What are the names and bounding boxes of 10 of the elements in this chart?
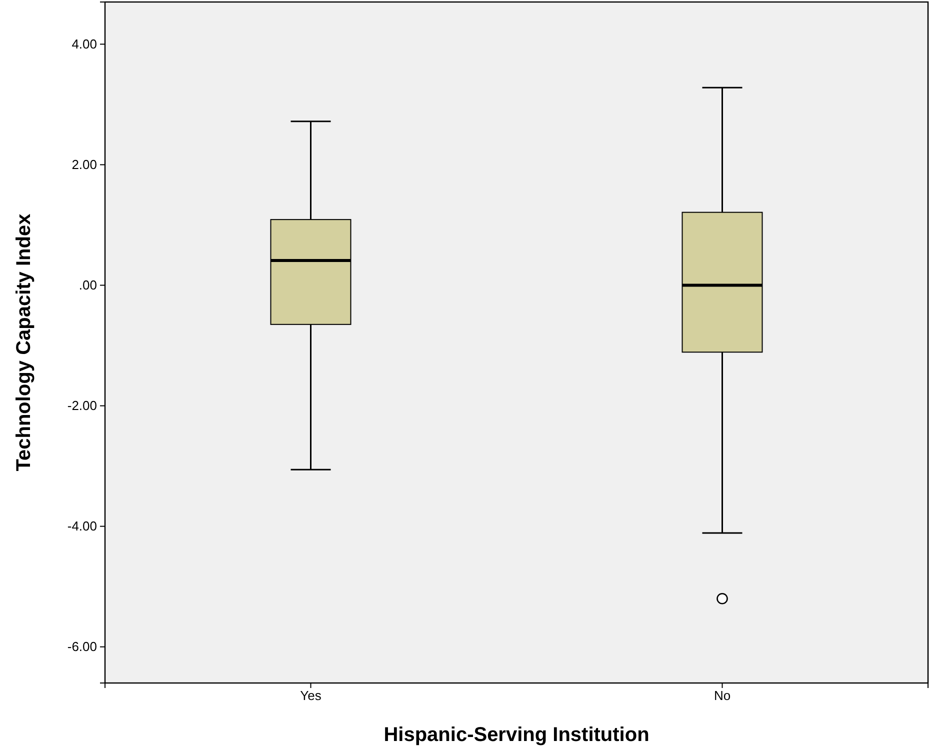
x-tick-label: Yes <box>300 688 322 704</box>
y-tick-label: 4.00 <box>72 36 97 52</box>
x-tick-label: No <box>714 688 731 704</box>
y-tick-label: -6.00 <box>67 639 97 654</box>
y-tick-label: -4.00 <box>67 518 97 534</box>
y-tick-label: 2.00 <box>72 156 97 172</box>
y-tick-label: -2.00 <box>67 398 97 413</box>
y-axis-title: Technology Capacity Index <box>13 214 35 472</box>
x-axis-title: Hispanic-Serving Institution <box>384 724 650 746</box>
y-tick-label: .00 <box>78 277 97 292</box>
